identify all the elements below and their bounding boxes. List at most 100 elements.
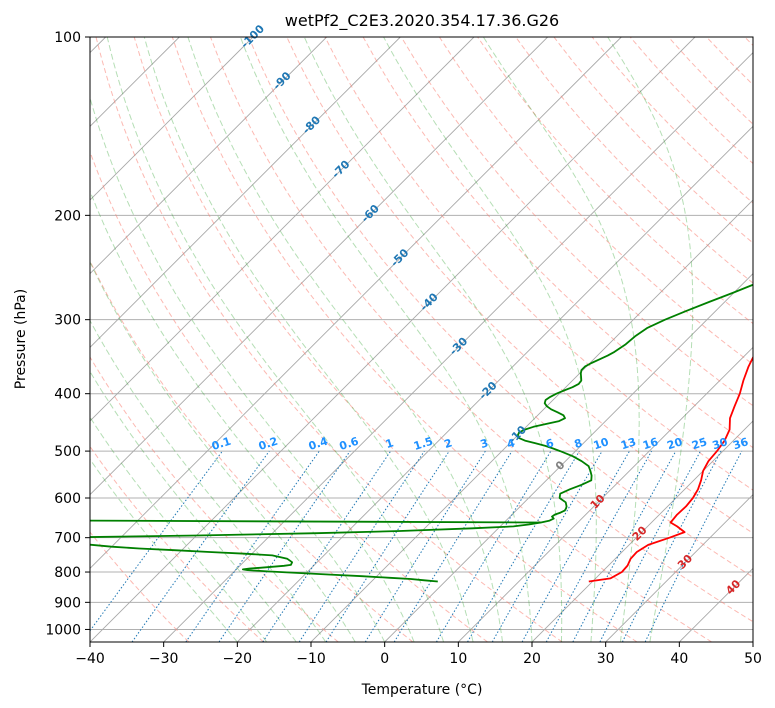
dry-adiabat-line (515, 37, 753, 284)
x-tick-label: −40 (75, 651, 105, 667)
mixing-ratio-label: 10 (592, 435, 611, 452)
mixing-ratio-line (298, 450, 425, 642)
y-tick-label: 400 (54, 387, 81, 403)
mixing-ratio-label: 8 (573, 436, 584, 451)
mixing-ratio-label: 0.4 (307, 434, 330, 452)
mixing-ratio-label: 0.6 (338, 434, 361, 452)
x-tick-label: −30 (149, 651, 179, 667)
mixing-ratio-line (131, 450, 270, 642)
mixing-ratio-label: 0.1 (210, 435, 233, 453)
isotherm-lines (90, 37, 753, 642)
isotherm-line (752, 641, 753, 642)
mixing-ratio-line (90, 450, 223, 632)
moist-adiabat-line (90, 458, 238, 642)
y-axis-ticks: 100 200 300 400 500 600 700 800 900 1000 (45, 30, 90, 638)
mixing-ratio-label: 4 (505, 436, 517, 451)
mixing-ratio-line (393, 450, 513, 642)
mixing-ratio-label: 6 (544, 436, 556, 451)
y-tick-label: 100 (54, 30, 81, 46)
y-tick-label: 500 (54, 444, 81, 460)
moist-adiabat-line (239, 37, 533, 642)
dry-adiabat-line (133, 37, 638, 642)
dry-adiabat-line (95, 37, 563, 642)
x-axis-label: Temperature (°C) (361, 682, 483, 698)
x-tick-label: −20 (223, 651, 253, 667)
x-tick-label: −10 (296, 651, 326, 667)
mixing-ratio-label: 2 (443, 436, 454, 451)
dry-adiabat-line (400, 37, 753, 407)
mixing-ratio-label: 3 (479, 436, 490, 451)
isotherm-line (90, 37, 475, 422)
y-tick-label: 600 (54, 491, 81, 507)
moist-adiabat-line (187, 37, 503, 642)
chart-title: wetPf2_C2E3.2020.354.17.36.G26 (285, 11, 559, 31)
mixing-ratio-label: 1 (384, 436, 395, 451)
mixing-ratio-line (572, 450, 677, 642)
x-tick-label: 30 (597, 651, 615, 667)
mixing-ratio-label: 0.2 (257, 435, 280, 453)
isotherm-line (163, 52, 753, 642)
sounding-series (90, 283, 753, 583)
isotherm-line (237, 125, 753, 642)
moist-adiabat-line (607, 37, 694, 642)
dry-adiabat-line (324, 37, 753, 491)
y-tick-label: 200 (54, 208, 81, 224)
dry-adiabat-line (90, 150, 488, 642)
plot-border (89, 36, 754, 643)
mixing-ratio-line (545, 450, 653, 642)
mixing-ratio-line (218, 450, 351, 642)
mixing-ratio-line (599, 450, 701, 642)
mixing-ratio-labels: 0.1 0.2 0.4 0.6 1 1.5 2 3 4 6 8 10 13 16 20 25 30 36 (210, 434, 750, 452)
moist-adiabat-line (383, 37, 597, 642)
plot-background (90, 37, 753, 642)
mixing-ratio-line (644, 450, 743, 642)
mixing-ratio-line (621, 450, 722, 642)
dry-adiabat-lines (90, 37, 753, 642)
moist-adiabat-lines (90, 37, 694, 642)
isotherm-line (531, 420, 753, 642)
y-tick-label: 1000 (45, 622, 81, 638)
x-axis-ticks: −40 −30 −20 −10 0 10 20 30 40 50 (75, 642, 762, 667)
dewpoint-profile-segment (90, 519, 542, 524)
x-tick-label: 50 (744, 651, 762, 667)
dry-adiabat-line (438, 37, 753, 366)
pressure-gridlines (90, 37, 753, 630)
dry-adiabat-line (90, 531, 190, 642)
mixing-ratio-line (262, 450, 392, 642)
y-tick-label: 300 (54, 313, 81, 329)
isotherm-line (90, 37, 696, 642)
isotherm-line (90, 37, 327, 275)
dry-adiabat-line (210, 37, 753, 623)
isotherm-line (90, 37, 622, 569)
isotherm-line (90, 37, 548, 496)
y-axis-label: Pressure (hPa) (13, 289, 29, 389)
moist-adiabat-line (90, 370, 297, 642)
mixing-ratio-label: 30 (711, 435, 730, 452)
isotherm-line (458, 346, 753, 642)
plot-frame (89, 36, 754, 643)
x-tick-label: 20 (523, 651, 541, 667)
mixing-ratio-label: 25 (690, 435, 709, 452)
moist-adiabat-line (303, 37, 563, 642)
moist-adiabat-line (90, 260, 356, 642)
mixing-ratio-lines (90, 450, 743, 642)
mixing-ratio-line (185, 450, 320, 642)
dry-adiabat-line (90, 356, 339, 642)
moist-adiabat-line (90, 96, 415, 642)
mixing-ratio-line (325, 450, 450, 642)
x-tick-label: 10 (449, 651, 467, 667)
moist-adiabat-line (482, 37, 640, 642)
mixing-ratio-label: 13 (619, 435, 638, 452)
dry-adiabat-line (90, 259, 414, 642)
x-tick-label: 40 (670, 651, 688, 667)
mixing-ratio-line (364, 450, 486, 642)
isotherm-line (605, 494, 753, 642)
plot-area (90, 37, 753, 642)
temperature-profile-line (588, 355, 753, 583)
isotherm-line (384, 273, 753, 642)
moist-adiabat-line (90, 416, 268, 642)
x-tick-label: 0 (380, 651, 389, 667)
moist-adiabat-line (90, 189, 386, 642)
dry-adiabat-line (171, 37, 712, 642)
